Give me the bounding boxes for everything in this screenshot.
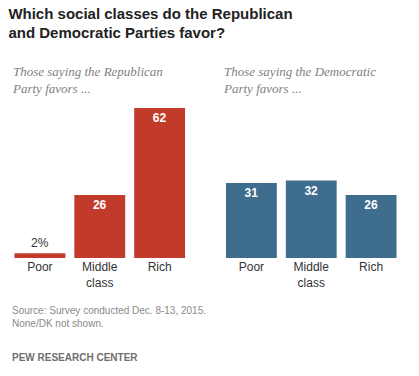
svg-text:Middleclass: Middleclass: [294, 260, 330, 290]
svg-text:Poor: Poor: [27, 260, 52, 274]
svg-text:Those saying the DemocraticPar: Those saying the DemocraticParty favors …: [223, 64, 376, 96]
svg-text:2%: 2%: [31, 236, 49, 250]
svg-text:Middleclass: Middleclass: [82, 260, 118, 290]
svg-text:26: 26: [93, 198, 107, 212]
svg-text:Those saying the RepublicanPar: Those saying the RepublicanParty favors …: [12, 64, 163, 96]
svg-text:Source: Survey conducted Dec.: Source: Survey conducted Dec. 8-13, 2015…: [12, 305, 206, 329]
svg-text:26: 26: [364, 198, 378, 212]
svg-text:62: 62: [153, 111, 167, 125]
svg-text:Poor: Poor: [239, 260, 264, 274]
svg-text:Rich: Rich: [359, 260, 383, 274]
svg-text:31: 31: [245, 186, 259, 200]
svg-text:32: 32: [304, 184, 318, 198]
svg-text:Which social classes do the Re: Which social classes do the Republicanan…: [8, 5, 292, 42]
svg-text:PEW RESEARCH CENTER: PEW RESEARCH CENTER: [12, 352, 138, 363]
svg-text:Rich: Rich: [148, 260, 172, 274]
